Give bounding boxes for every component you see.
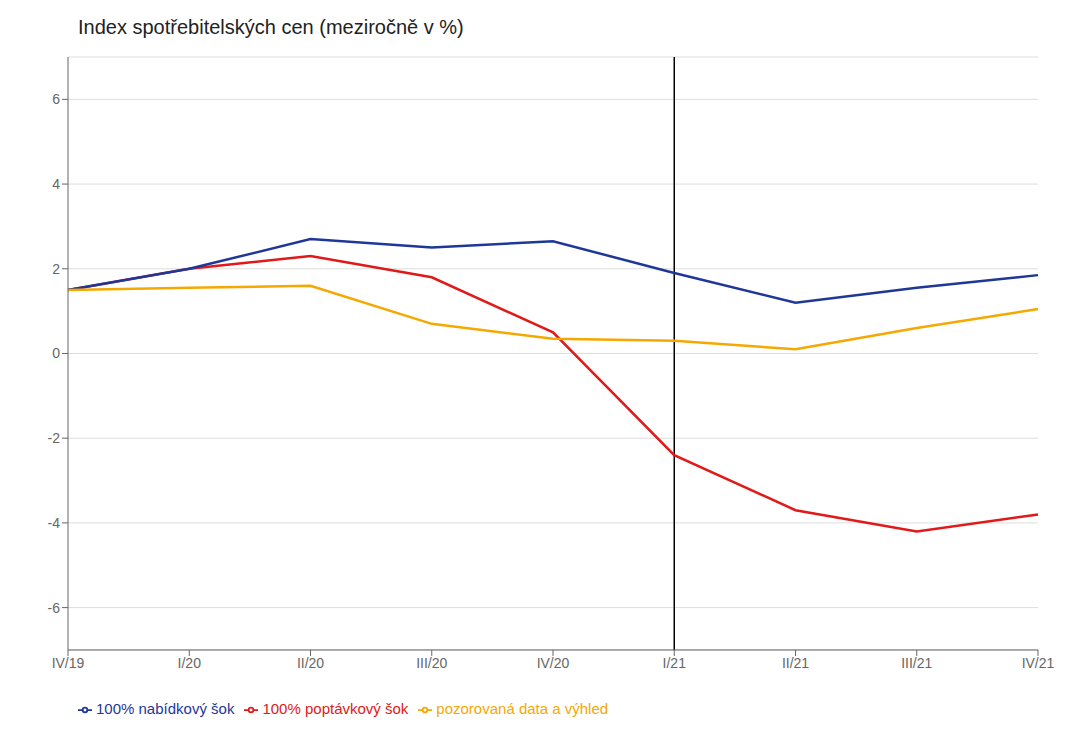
html-text:pozorovaná data a výhled: pozorovaná data a výhled <box>436 700 609 717</box>
svg-text:II/21: II/21 <box>782 655 809 671</box>
svg-text:IV/19: IV/19 <box>52 655 85 671</box>
svg-text:6: 6 <box>52 91 60 107</box>
svg-text:II/20: II/20 <box>297 655 324 671</box>
svg-text:I/20: I/20 <box>178 655 202 671</box>
html-text:100% poptávkový šok: 100% poptávkový šok <box>262 700 409 717</box>
svg-text:4: 4 <box>52 176 60 192</box>
html-text:100% nabídkový šok: 100% nabídkový šok <box>96 700 235 717</box>
svg-text:0: 0 <box>52 345 60 361</box>
svg-text:IV/20: IV/20 <box>537 655 570 671</box>
svg-text:2: 2 <box>52 261 60 277</box>
svg-text:-6: -6 <box>48 600 61 616</box>
svg-text:III/20: III/20 <box>416 655 447 671</box>
html-text:Index spotřebitelských cen (me: Index spotřebitelských cen (meziročně v … <box>78 16 464 38</box>
svg-text:-4: -4 <box>48 515 61 531</box>
svg-text:-2: -2 <box>48 430 61 446</box>
svg-text:IV/21: IV/21 <box>1022 655 1055 671</box>
svg-text:III/21: III/21 <box>901 655 932 671</box>
svg-text:I/21: I/21 <box>663 655 687 671</box>
